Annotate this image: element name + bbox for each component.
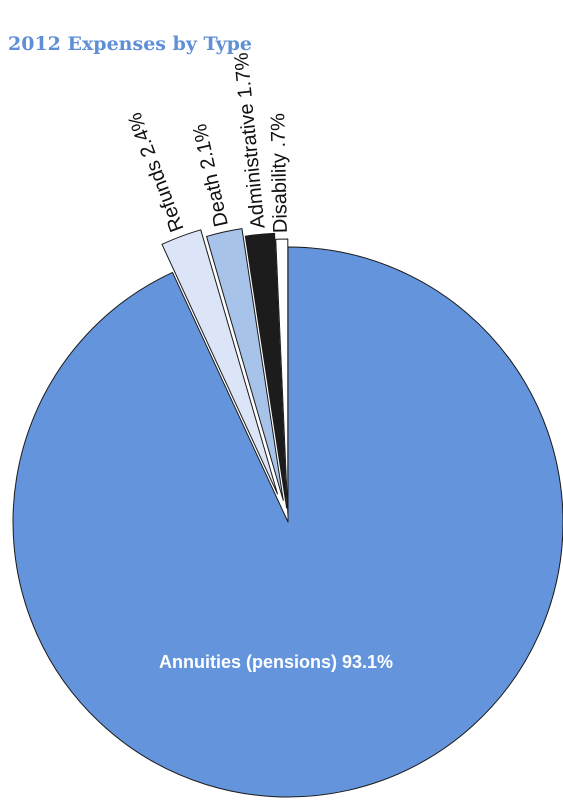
slice-label-administrative: Administrative 1.7% [230,51,269,229]
pie-slices [12,228,563,798]
chart-title: 2012 Expenses by Type [8,33,252,55]
slice-label-refunds: Refunds 2.4% [124,109,189,235]
pie-slice-death [206,228,284,502]
pie-slice-refunds [161,229,278,495]
slice-label-disability: Disability .7% [267,113,292,234]
slice-label-death: Death 2.1% [189,122,233,229]
pie-slice-annuities [12,246,563,798]
slice-label-main: Annuities (pensions) 93.1% [159,652,393,672]
pie-slice-administrative [244,232,288,509]
pie-slice-disability [275,238,289,515]
